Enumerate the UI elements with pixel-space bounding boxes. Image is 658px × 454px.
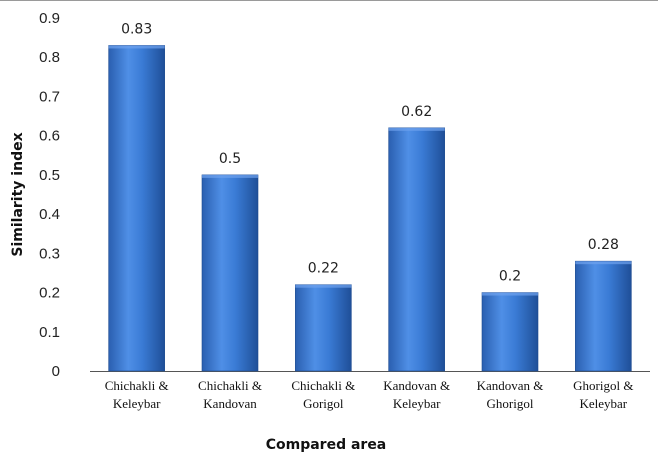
x-tick-label: Kandovan & [383, 378, 450, 393]
data-label: 0.62 [401, 104, 432, 120]
data-label: 0.5 [219, 151, 241, 167]
bar-top-highlight [388, 127, 445, 131]
y-tick-label: 0.8 [39, 49, 60, 66]
bar-top-highlight [202, 174, 258, 178]
data-label: 0.28 [588, 237, 619, 253]
x-axis-title: Compared area [266, 437, 387, 453]
y-tick-label: 0.3 [39, 245, 60, 262]
data-label: 0.83 [121, 21, 152, 37]
x-tick-label: Kandovan [203, 396, 257, 411]
bar [575, 260, 632, 372]
y-tick-label: 0.4 [39, 206, 60, 223]
x-tick-label: Ghorigol [487, 396, 534, 411]
x-tick-label: Chichakli & [105, 378, 169, 393]
data-labels: 0.83 0.5 0.22 0.62 0.2 0.28 [121, 21, 619, 284]
bar-top-highlight [108, 45, 165, 49]
x-tick-label: Keleybar [393, 396, 441, 411]
bar [295, 284, 352, 372]
x-tick-label: Chichakli & [291, 378, 355, 393]
x-tick-label: Kandovan & [477, 378, 544, 393]
data-label: 0.22 [308, 261, 339, 277]
bar [388, 127, 445, 372]
x-axis-ticks: Chichakli & Keleybar Chichakli & Kandovan Ch… [105, 378, 634, 411]
y-tick-label: 0.9 [39, 10, 60, 27]
x-tick-label: Gorigol [303, 396, 344, 411]
x-tick-label: Keleybar [580, 396, 628, 411]
data-label: 0.2 [499, 269, 521, 285]
y-tick-label: 0.1 [39, 324, 60, 341]
y-tick-label: 0 [52, 363, 60, 380]
y-tick-label: 0.7 [39, 88, 60, 105]
y-tick-label: 0.6 [39, 128, 60, 145]
y-tick-label: 0.2 [39, 285, 60, 302]
top-border [0, 0, 658, 1]
y-axis-title: Similarity index [10, 132, 26, 256]
bar-top-highlight [482, 292, 538, 296]
bar [201, 174, 259, 372]
x-tick-label: Ghorigol & [573, 378, 633, 393]
y-axis-ticks: 0 0.1 0.2 0.3 0.4 0.5 0.6 0.7 0.8 0.9 [39, 10, 60, 380]
x-tick-label: Keleybar [113, 396, 161, 411]
bar-top-highlight [295, 284, 352, 288]
bar-top-highlight [575, 261, 632, 265]
x-tick-label: Chichakli & [198, 378, 262, 393]
bar [481, 292, 539, 372]
bars [108, 45, 632, 372]
bar [108, 45, 165, 372]
y-tick-label: 0.5 [39, 167, 60, 184]
